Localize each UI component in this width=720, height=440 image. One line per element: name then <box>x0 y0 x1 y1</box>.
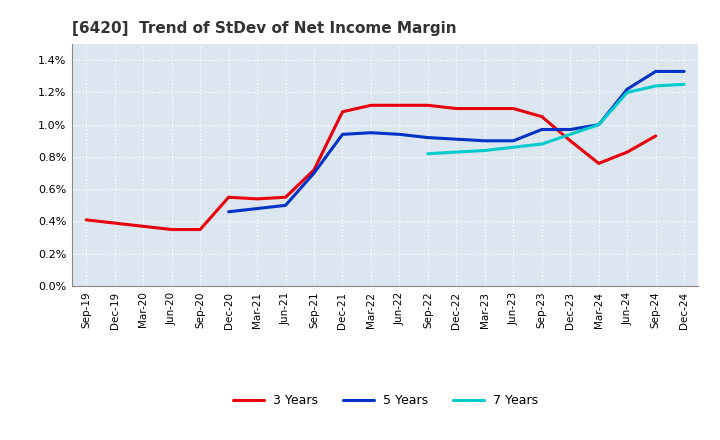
Line: 3 Years: 3 Years <box>86 105 656 230</box>
3 Years <box>310 167 318 172</box>
7 Years <box>537 141 546 147</box>
5 Years <box>680 69 688 74</box>
5 Years <box>623 87 631 92</box>
3 Years <box>110 220 119 226</box>
5 Years <box>480 138 489 143</box>
3 Years <box>566 138 575 143</box>
7 Years <box>566 132 575 137</box>
Legend: 3 Years, 5 Years, 7 Years: 3 Years, 5 Years, 7 Years <box>228 389 543 412</box>
5 Years <box>282 203 290 208</box>
3 Years <box>253 196 261 202</box>
7 Years <box>623 90 631 95</box>
3 Years <box>509 106 518 111</box>
3 Years <box>595 161 603 166</box>
3 Years <box>167 227 176 232</box>
Text: [6420]  Trend of StDev of Net Income Margin: [6420] Trend of StDev of Net Income Marg… <box>72 21 456 36</box>
5 Years <box>509 138 518 143</box>
5 Years <box>253 206 261 211</box>
3 Years <box>452 106 461 111</box>
5 Years <box>310 170 318 176</box>
5 Years <box>225 209 233 214</box>
5 Years <box>566 127 575 132</box>
7 Years <box>452 150 461 155</box>
3 Years <box>423 103 432 108</box>
3 Years <box>338 109 347 114</box>
3 Years <box>282 194 290 200</box>
3 Years <box>652 133 660 139</box>
5 Years <box>338 132 347 137</box>
5 Years <box>652 69 660 74</box>
3 Years <box>196 227 204 232</box>
7 Years <box>595 122 603 127</box>
5 Years <box>423 135 432 140</box>
3 Years <box>366 103 375 108</box>
3 Years <box>82 217 91 223</box>
3 Years <box>480 106 489 111</box>
3 Years <box>623 150 631 155</box>
3 Years <box>139 224 148 229</box>
7 Years <box>480 148 489 153</box>
3 Years <box>537 114 546 119</box>
7 Years <box>423 151 432 156</box>
5 Years <box>537 127 546 132</box>
Line: 7 Years: 7 Years <box>428 84 684 154</box>
5 Years <box>395 132 404 137</box>
7 Years <box>652 83 660 88</box>
3 Years <box>225 194 233 200</box>
3 Years <box>395 103 404 108</box>
5 Years <box>366 130 375 136</box>
5 Years <box>595 122 603 127</box>
7 Years <box>509 145 518 150</box>
7 Years <box>680 82 688 87</box>
5 Years <box>452 136 461 142</box>
Line: 5 Years: 5 Years <box>229 71 684 212</box>
